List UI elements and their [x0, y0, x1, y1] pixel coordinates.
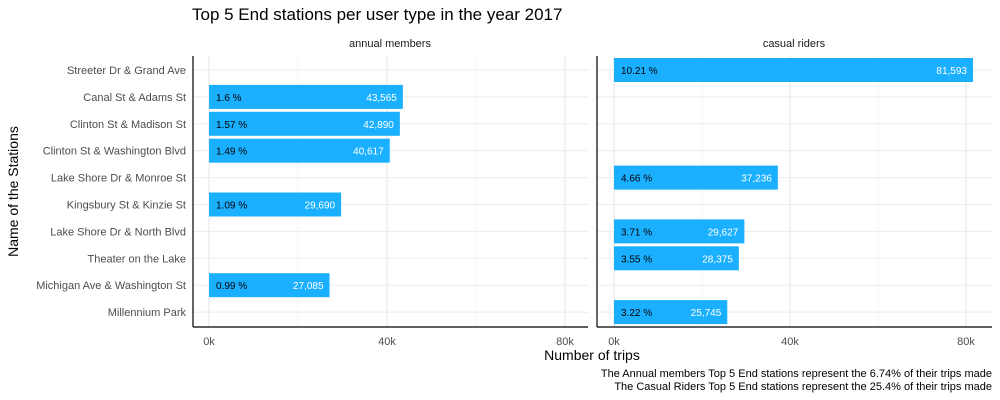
bar-annual-members-michigan-ave-washington-st: [209, 273, 330, 298]
bar-casual-riders-millennium-park: [614, 300, 728, 325]
x-tick-label-casual-riders: 40k: [781, 336, 799, 348]
pct-label-annual-members-clinton-st-washington-blvd: 1.49 %: [216, 147, 247, 158]
pct-label-casual-riders-lake-shore-dr-monroe-st: 4.66 %: [621, 174, 652, 185]
value-label-casual-riders-lake-shore-dr-monroe-st: 37,236: [741, 174, 772, 185]
pct-label-annual-members-canal-st-adams-st: 1.6 %: [216, 93, 242, 104]
x-tick-label-casual-riders: 0k: [608, 336, 620, 348]
caption-annual-members: The Annual members Top 5 End stations re…: [600, 368, 992, 380]
x-tick-label-annual-members: 80k: [556, 336, 574, 348]
value-label-casual-riders-theater-on-the-lake: 28,375: [702, 254, 733, 265]
value-label-annual-members-canal-st-adams-st: 43,565: [366, 93, 397, 104]
facet-label-casual-riders: casual riders: [763, 38, 826, 50]
bar-annual-members-canal-st-adams-st: [209, 84, 403, 109]
y-tick-label-lake-shore-dr-monroe-st: Lake Shore Dr & Monroe St: [51, 173, 186, 185]
y-tick-label-kingsbury-st-kinzie-st: Kingsbury St & Kinzie St: [67, 200, 186, 212]
bar-annual-members-clinton-st-madison-st: [209, 111, 400, 136]
bar-casual-riders-lake-shore-dr-monroe-st: [614, 165, 778, 190]
caption-casual-riders: The Casual Riders Top 5 End stations rep…: [614, 381, 992, 393]
pct-label-casual-riders-streeter-dr-grand-ave: 10.21 %: [621, 66, 658, 77]
bar-annual-members-clinton-st-washington-blvd: [209, 138, 390, 163]
bar-annual-members-kingsbury-st-kinzie-st: [209, 192, 342, 217]
value-label-casual-riders-streeter-dr-grand-ave: 81,593: [936, 66, 967, 77]
y-tick-label-millennium-park: Millennium Park: [108, 307, 187, 319]
bar-casual-riders-theater-on-the-lake: [614, 246, 739, 271]
x-tick-label-casual-riders: 80k: [957, 336, 975, 348]
pct-label-casual-riders-millennium-park: 3.22 %: [621, 308, 652, 319]
bar-casual-riders-lake-shore-dr-north-blvd: [614, 219, 745, 244]
value-label-annual-members-kingsbury-st-kinzie-st: 29,690: [305, 201, 336, 212]
y-tick-label-canal-st-adams-st: Canal St & Adams St: [83, 92, 186, 104]
facet-label-annual-members: annual members: [349, 38, 431, 50]
pct-label-annual-members-clinton-st-madison-st: 1.57 %: [216, 120, 247, 131]
y-tick-label-clinton-st-madison-st: Clinton St & Madison St: [70, 119, 186, 131]
pct-label-casual-riders-theater-on-the-lake: 3.55 %: [621, 254, 652, 265]
y-axis-title: Name of the Stations: [5, 126, 21, 257]
y-tick-label-streeter-dr-grand-ave: Streeter Dr & Grand Ave: [67, 65, 186, 77]
pct-label-casual-riders-lake-shore-dr-north-blvd: 3.71 %: [621, 227, 652, 238]
bar-casual-riders-streeter-dr-grand-ave: [614, 58, 974, 82]
x-tick-label-annual-members: 40k: [378, 336, 396, 348]
y-tick-label-theater-on-the-lake: Theater on the Lake: [88, 253, 186, 265]
y-tick-label-clinton-st-washington-blvd: Clinton St & Washington Blvd: [43, 146, 186, 158]
pct-label-annual-members-kingsbury-st-kinzie-st: 1.09 %: [216, 201, 247, 212]
y-tick-label-michigan-ave-washington-st: Michigan Ave & Washington St: [36, 280, 186, 292]
value-label-casual-riders-millennium-park: 25,745: [691, 308, 722, 319]
y-tick-label-lake-shore-dr-north-blvd: Lake Shore Dr & North Blvd: [50, 226, 186, 238]
value-label-annual-members-clinton-st-madison-st: 42,890: [363, 120, 394, 131]
pct-label-annual-members-michigan-ave-washington-st: 0.99 %: [216, 281, 247, 292]
value-label-annual-members-michigan-ave-washington-st: 27,085: [293, 281, 324, 292]
x-tick-label-annual-members: 0k: [203, 336, 215, 348]
value-label-casual-riders-lake-shore-dr-north-blvd: 29,627: [708, 227, 739, 238]
chart-title: Top 5 End stations per user type in the …: [192, 5, 563, 24]
x-axis-title: Number of trips: [544, 347, 640, 363]
value-label-annual-members-clinton-st-washington-blvd: 40,617: [353, 147, 384, 158]
